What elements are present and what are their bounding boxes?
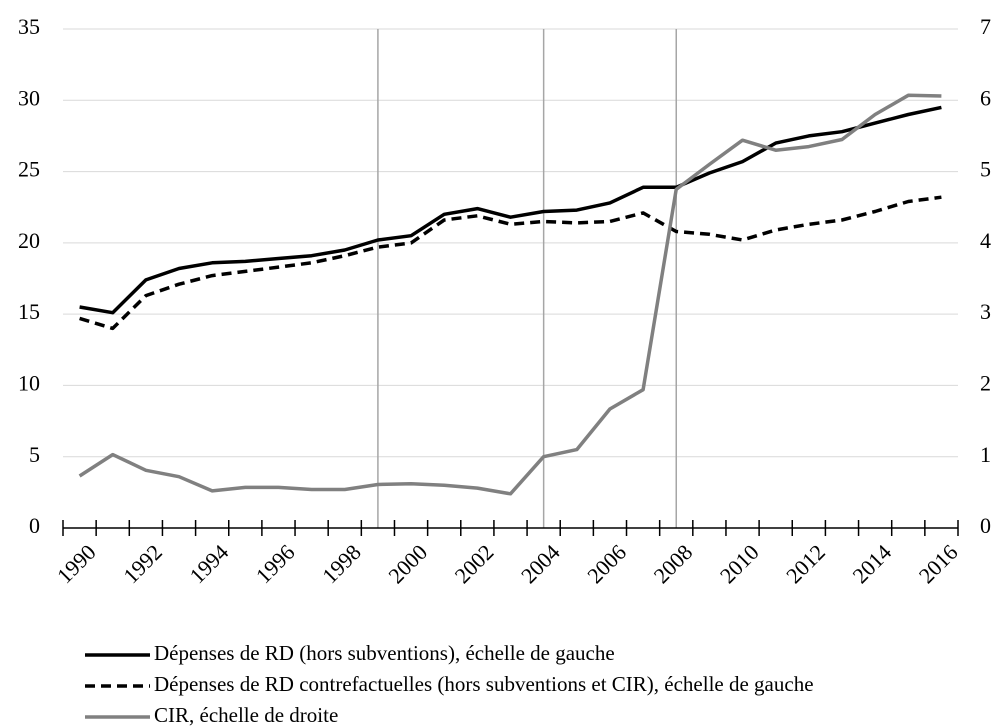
y-tick-label: 20	[18, 228, 40, 253]
y2-tick-label: 1	[980, 442, 991, 467]
x-tick-label: 2002	[450, 539, 499, 588]
x-tick-label: 1998	[317, 539, 366, 588]
series-line	[79, 195, 942, 331]
legend-label: Dépenses de RD contrefactuelles (hors su…	[154, 672, 814, 696]
series-line	[79, 105, 942, 315]
y-tick-label: 35	[18, 14, 40, 39]
x-tick-label: 2008	[649, 539, 698, 588]
y-tick-label: 25	[18, 157, 40, 182]
y2-tick-label: 5	[980, 157, 991, 182]
y2-tick-label: 0	[980, 513, 991, 538]
y2-tick-label: 7	[980, 14, 991, 39]
x-tick-label: 1990	[52, 539, 101, 588]
y-tick-label: 15	[18, 299, 40, 324]
y-tick-label: 5	[29, 442, 40, 467]
x-tick-label: 2016	[914, 539, 963, 588]
y2-tick-label: 2	[980, 370, 991, 395]
y-tick-label: 30	[18, 85, 40, 110]
x-tick-label: 2014	[847, 539, 896, 588]
y2-tick-label: 3	[980, 299, 991, 324]
x-tick-label: 2000	[383, 539, 432, 588]
legend-label: CIR, échelle de droite	[154, 703, 338, 726]
x-tick-label: 2010	[715, 539, 764, 588]
y-tick-label: 10	[18, 370, 40, 395]
y2-tick-label: 6	[980, 85, 991, 110]
y-tick-label: 0	[29, 513, 40, 538]
y2-tick-label: 4	[980, 228, 991, 253]
x-tick-label: 2004	[516, 539, 565, 588]
series-line	[78, 93, 942, 496]
x-tick-label: 1996	[251, 539, 300, 588]
x-tick-label: 2006	[582, 539, 631, 588]
x-tick-label: 2012	[781, 539, 830, 588]
x-tick-label: 1994	[184, 539, 233, 588]
legend-label: Dépenses de RD (hors subventions), échel…	[154, 641, 615, 665]
x-tick-label: 1992	[118, 539, 167, 588]
